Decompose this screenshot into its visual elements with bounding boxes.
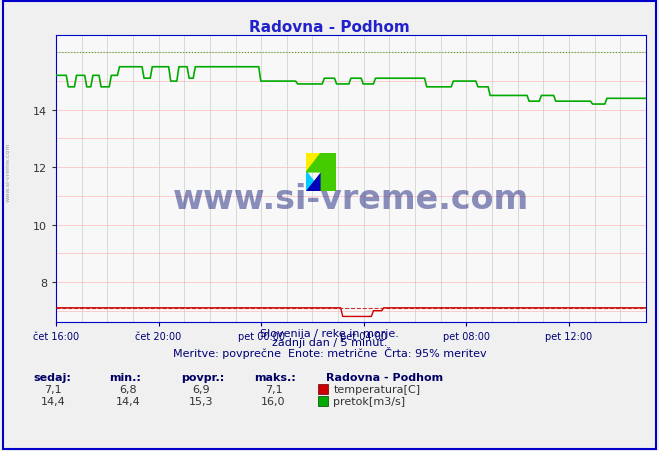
Text: 7,1: 7,1 (265, 384, 282, 394)
Text: 14,4: 14,4 (116, 396, 141, 406)
Polygon shape (306, 153, 322, 173)
Text: 7,1: 7,1 (44, 384, 61, 394)
Text: temperatura[C]: temperatura[C] (333, 384, 420, 394)
Text: Radovna - Podhom: Radovna - Podhom (249, 20, 410, 35)
Polygon shape (306, 153, 336, 192)
Text: 6,8: 6,8 (120, 384, 137, 394)
Text: 16,0: 16,0 (261, 396, 286, 406)
Text: 6,9: 6,9 (192, 384, 210, 394)
Text: www.si-vreme.com: www.si-vreme.com (6, 142, 11, 201)
Text: min.:: min.: (109, 372, 140, 382)
Text: Meritve: povprečne  Enote: metrične  Črta: 95% meritev: Meritve: povprečne Enote: metrične Črta:… (173, 346, 486, 359)
Text: Slovenija / reke in morje.: Slovenija / reke in morje. (260, 328, 399, 338)
Text: povpr.:: povpr.: (181, 372, 225, 382)
Text: zadnji dan / 5 minut.: zadnji dan / 5 minut. (272, 337, 387, 347)
Text: sedaj:: sedaj: (33, 372, 71, 382)
Text: 14,4: 14,4 (40, 396, 65, 406)
Text: www.si-vreme.com: www.si-vreme.com (173, 183, 529, 216)
Polygon shape (306, 173, 322, 192)
Text: maks.:: maks.: (254, 372, 295, 382)
Text: Radovna - Podhom: Radovna - Podhom (326, 372, 444, 382)
Text: pretok[m3/s]: pretok[m3/s] (333, 396, 405, 406)
Polygon shape (306, 173, 322, 192)
Text: 15,3: 15,3 (188, 396, 214, 406)
